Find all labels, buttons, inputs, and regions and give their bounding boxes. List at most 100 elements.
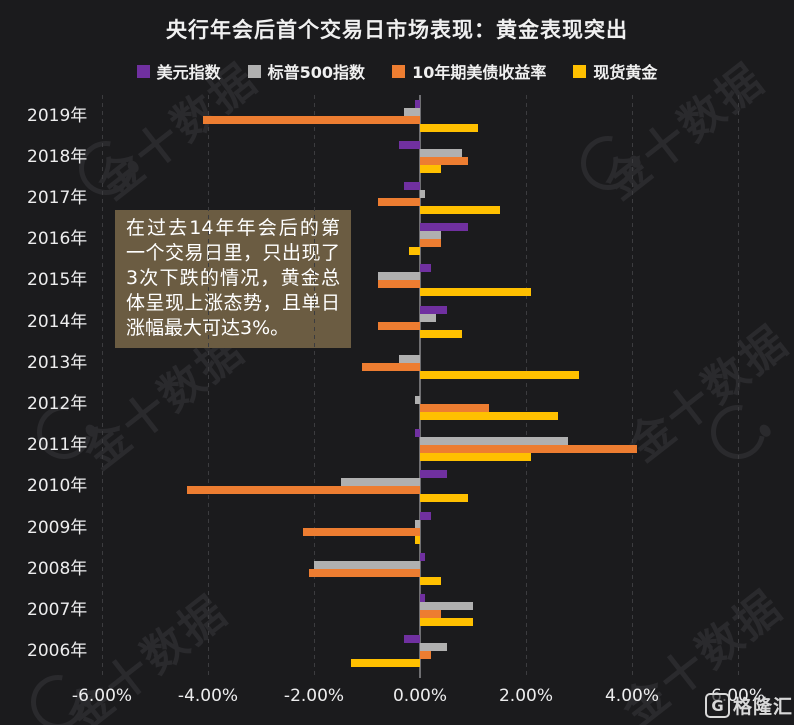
category-label: 2009年 [27, 517, 88, 538]
bar-spot-gold-2015年 [420, 288, 532, 297]
bar-sp500-2006年 [420, 643, 447, 652]
legend-label-sp500: 标普500指数 [267, 63, 366, 82]
bar-ust10y-yield-2006年 [420, 651, 431, 660]
bar-usd-index-2018年 [398, 140, 420, 149]
category-label: 2008年 [27, 558, 88, 579]
bar-ust10y-yield-2010年 [186, 486, 420, 495]
category-label: 2006年 [27, 641, 88, 662]
gridline-x--2 [314, 95, 315, 678]
bar-usd-index-2008年 [420, 552, 426, 561]
legend-label-spot-gold: 现货黄金 [593, 63, 658, 82]
x-tick-label: 2.00% [498, 686, 554, 706]
bar-spot-gold-2007年 [420, 618, 473, 626]
legend-swatch-icon-usd-index [136, 64, 150, 78]
bar-sp500-2017年 [420, 190, 426, 198]
category-label: 2015年 [27, 270, 88, 291]
gridline-x-6 [738, 95, 739, 678]
bar-usd-index-2019年 [414, 99, 420, 108]
legend-label-ust10y-yield: 10年期美债收益率 [412, 63, 547, 82]
bar-usd-index-2009年 [420, 511, 431, 520]
category-label: 2011年 [27, 435, 88, 456]
gridline-x-4 [632, 95, 633, 678]
bar-sp500-2008年 [314, 560, 420, 569]
legend-item-usd-index: 美元指数 [136, 59, 221, 83]
bar-spot-gold-2017年 [420, 206, 500, 214]
gridline-x-2 [526, 95, 527, 678]
bar-usd-index-2010年 [420, 470, 447, 479]
legend-item-spot-gold: 现货黄金 [573, 59, 657, 83]
bar-spot-gold-2014年 [420, 329, 463, 338]
bar-sp500-2015年 [377, 272, 420, 281]
category-label: 2017年 [27, 188, 88, 208]
bar-spot-gold-2013年 [420, 370, 579, 379]
bar-sp500-2007年 [420, 602, 473, 610]
bar-ust10y-yield-2009年 [303, 527, 420, 536]
gridline-x--6 [102, 95, 103, 678]
bar-spot-gold-2009年 [414, 535, 420, 544]
bar-usd-index-2006年 [404, 635, 420, 644]
bar-spot-gold-2010年 [420, 494, 468, 503]
legend-swatch-icon-spot-gold [573, 64, 587, 78]
gelonghui-name: 格隆汇 [733, 696, 794, 718]
bar-sp500-2014年 [420, 313, 436, 322]
category-label: 2012年 [27, 394, 88, 414]
category-label: 2007年 [27, 600, 88, 620]
bar-spot-gold-2019年 [420, 123, 479, 132]
category-label: 2019年 [27, 105, 88, 126]
category-label: 2010年 [27, 476, 88, 497]
bar-sp500-2013年 [398, 354, 420, 363]
jin10-watermark-text: 金十数据 [618, 315, 794, 472]
gridline-x--4 [208, 95, 209, 678]
x-tick-label: -4.00% [177, 686, 239, 706]
bar-ust10y-yield-2015年 [377, 280, 420, 289]
legend-item-ust10y-yield: 10年期美债收益率 [392, 59, 546, 83]
legend-label-usd-index: 美元指数 [156, 63, 221, 82]
bar-sp500-2011年 [420, 437, 569, 446]
bar-usd-index-2007年 [420, 594, 426, 602]
legend-item-sp500: 标普500指数 [247, 59, 366, 83]
bar-spot-gold-2018年 [420, 164, 442, 173]
bar-sp500-2009年 [414, 519, 420, 528]
bar-spot-gold-2011年 [420, 453, 532, 462]
bar-spot-gold-2012年 [420, 412, 558, 420]
bar-ust10y-yield-2018年 [420, 156, 468, 165]
bar-sp500-2019年 [404, 107, 420, 116]
category-label: 2016年 [27, 229, 88, 250]
annotation-box: 在过去14年年会后的第一个交易日里，只出现了3次下跌的情况，黄金总体呈现上涨态势… [115, 210, 351, 348]
bar-usd-index-2015年 [420, 264, 431, 273]
bar-sp500-2010年 [340, 478, 420, 487]
bar-ust10y-yield-2008年 [308, 568, 420, 577]
bar-usd-index-2011年 [414, 429, 420, 438]
bar-sp500-2012年 [414, 396, 420, 404]
bar-ust10y-yield-2017年 [377, 198, 420, 206]
gelonghui-icon: G [705, 693, 730, 718]
zero-axis-line [419, 95, 421, 678]
chart-legend: 美元指数 标普500指数 10年期美债收益率 现货黄金 [0, 59, 794, 83]
bar-ust10y-yield-2011年 [420, 445, 638, 454]
bar-usd-index-2014年 [420, 305, 447, 314]
bar-usd-index-2017年 [404, 182, 420, 190]
bar-ust10y-yield-2013年 [361, 362, 420, 371]
legend-swatch-icon-ust10y-yield [392, 64, 406, 78]
bar-ust10y-yield-2012年 [420, 404, 489, 412]
bar-ust10y-yield-2019年 [202, 115, 420, 124]
bar-usd-index-2016年 [420, 223, 468, 232]
chart-title: 央行年会后首个交易日市场表现：黄金表现突出 [166, 18, 628, 42]
bar-ust10y-yield-2007年 [420, 610, 442, 618]
category-label: 2018年 [27, 146, 88, 167]
legend-swatch-icon-sp500 [247, 64, 261, 78]
bar-spot-gold-2016年 [409, 247, 420, 256]
bar-ust10y-yield-2014年 [377, 321, 420, 330]
bar-spot-gold-2008年 [420, 576, 442, 585]
category-label: 2014年 [27, 311, 88, 332]
gelonghui-logo: G 格隆汇 [705, 692, 793, 719]
x-tick-label: -2.00% [283, 686, 345, 706]
bar-sp500-2018年 [420, 148, 463, 157]
bar-ust10y-yield-2016年 [420, 239, 442, 248]
x-tick-label: 4.00% [604, 686, 660, 706]
category-label: 2013年 [27, 352, 88, 373]
x-tick-label: 0.00% [392, 686, 448, 706]
bar-sp500-2016年 [420, 231, 442, 240]
x-tick-label: -6.00% [71, 686, 133, 706]
